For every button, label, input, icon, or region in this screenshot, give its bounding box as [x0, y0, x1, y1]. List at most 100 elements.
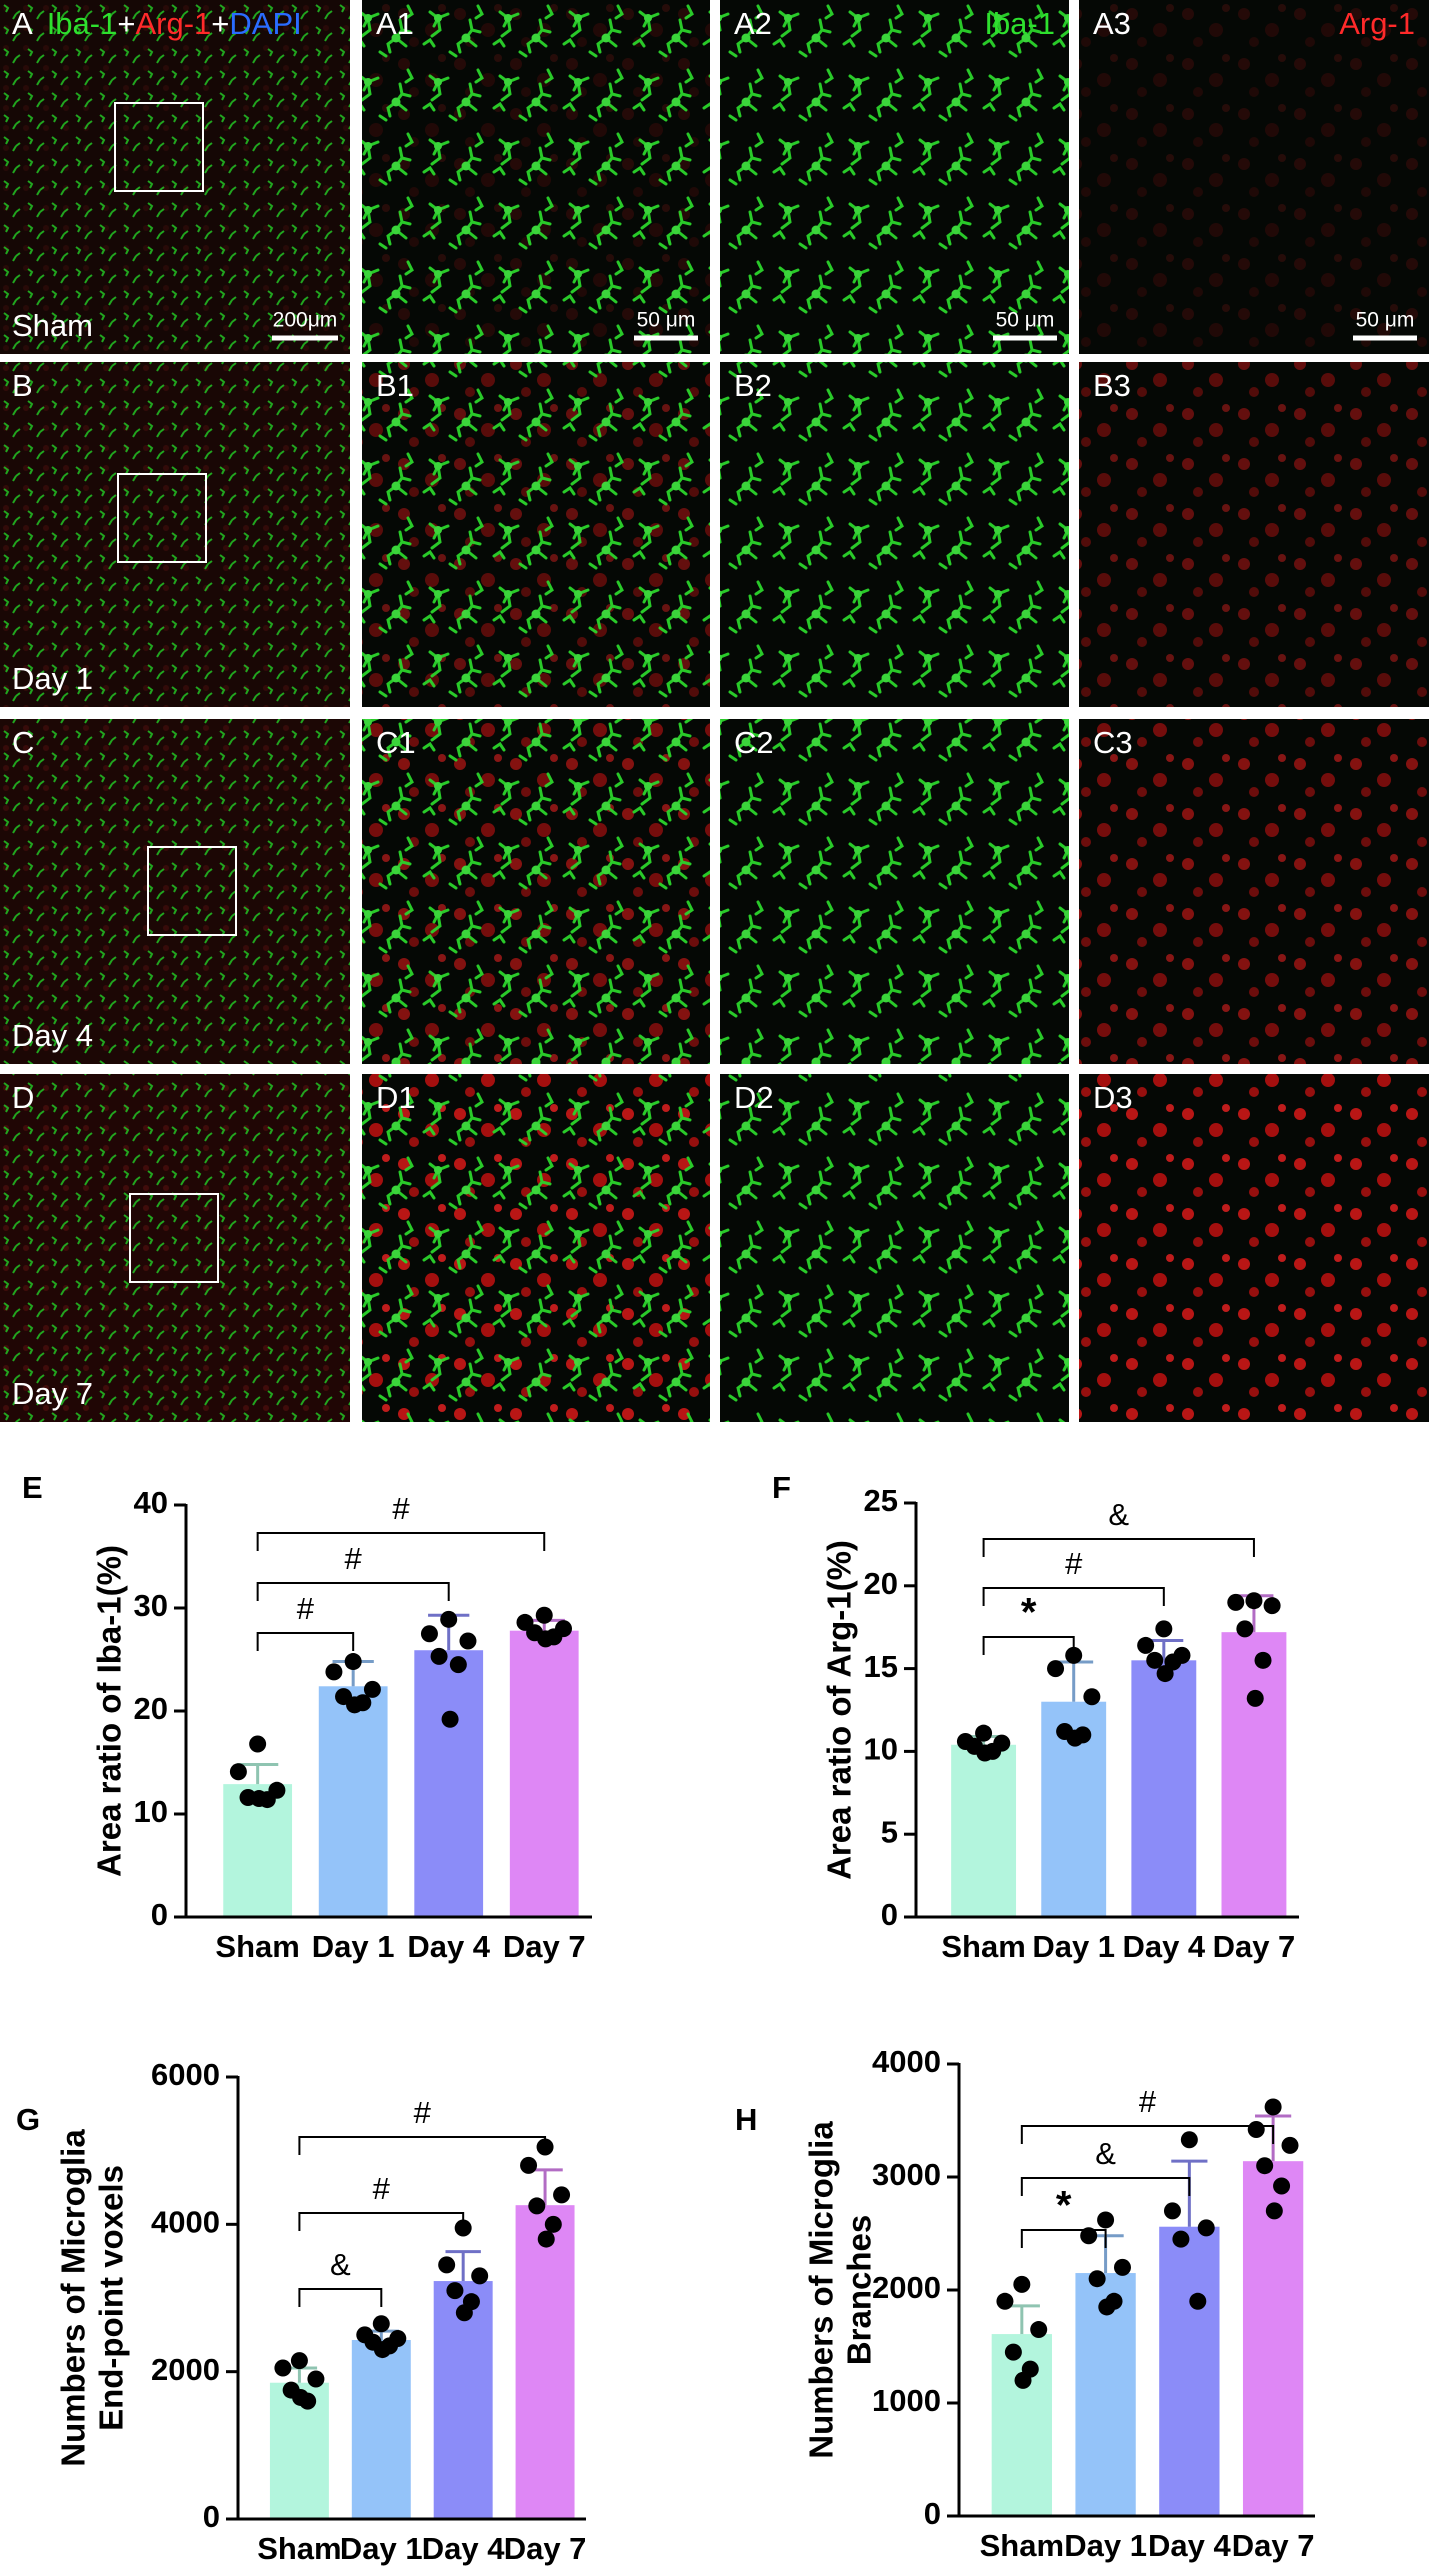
green-cells [0, 1074, 350, 1422]
scale-bar-label: 50 μm [1356, 309, 1415, 332]
panel-label: C2 [734, 725, 774, 760]
data-point [1080, 2227, 1098, 2245]
micrograph: B3 [1079, 362, 1429, 707]
panel-label: B1 [376, 368, 414, 403]
data-point [1066, 1729, 1084, 1747]
data-point [1004, 2343, 1022, 2361]
data-point [441, 1710, 459, 1728]
x-tick-label: Day 7 [504, 2531, 587, 2566]
significance-bracket [1020, 2125, 1275, 2144]
x-tick-label: Day 7 [1232, 2528, 1315, 2563]
y-tick-label: 4000 [872, 2044, 941, 2079]
green-cells [362, 719, 710, 1064]
significance-label: & [1095, 2136, 1116, 2171]
red-cells [1079, 1074, 1429, 1422]
bar [991, 2334, 1052, 2516]
micrograph: A1 50 μm [362, 0, 710, 354]
green-cells [0, 362, 350, 707]
x-tick-label: Sham [980, 2528, 1064, 2563]
panel-label: D3 [1093, 1080, 1133, 1115]
data-point [307, 2370, 325, 2388]
y-tick-label: 0 [881, 1897, 898, 1932]
significance-label: # [373, 2171, 391, 2206]
data-point [1146, 1651, 1164, 1669]
inset-box [129, 1193, 219, 1283]
green-cells [0, 0, 350, 354]
x-tick-label: Day 1 [340, 2531, 423, 2566]
y-axis-label: Branches [841, 2215, 878, 2365]
data-point [1180, 2131, 1198, 2149]
micrograph: B2 [720, 362, 1069, 707]
data-point [1264, 2098, 1282, 2116]
micrograph: A3 Arg-1 50 μm [1079, 0, 1429, 354]
significance-label: & [330, 2247, 351, 2282]
y-tick-label: 15 [864, 1649, 898, 1684]
red-cells [1079, 0, 1429, 354]
significance-label: # [297, 1591, 315, 1626]
significance-label: & [1108, 1497, 1129, 1532]
x-tick-label: Sham [941, 1929, 1025, 1964]
data-point [1013, 2275, 1031, 2293]
significance-bracket [1020, 2177, 1191, 2196]
panel-letter: E [22, 1470, 43, 1505]
panel-label: C1 [376, 725, 416, 760]
data-point [1172, 2230, 1190, 2248]
data-point [290, 2352, 308, 2370]
significance-bracket [298, 2212, 465, 2231]
significance-bracket [982, 1636, 1075, 1655]
bar-chart: E Area ratio of Iba-1(%) Sham Day 1 Day 4 Day… [22, 1470, 592, 1964]
bar [515, 2205, 575, 2519]
group-label: Day 7 [12, 1376, 93, 1411]
data-point [1227, 1593, 1245, 1611]
inset-box [147, 846, 237, 936]
channel-name: DAPI [229, 6, 301, 41]
micrograph: D Day 7 [0, 1074, 350, 1422]
data-point [440, 1610, 458, 1628]
panel-label: C [12, 725, 34, 760]
significance-label: * [1056, 2184, 1072, 2228]
y-tick-label: 2000 [872, 2270, 941, 2305]
data-point [344, 1653, 362, 1671]
micrograph: C Day 4 [0, 719, 350, 1064]
data-point [1246, 1689, 1264, 1707]
data-point [455, 2304, 473, 2322]
channel-name: + [117, 6, 135, 41]
channel-name: + [211, 6, 229, 41]
data-point [250, 1790, 268, 1808]
data-point [996, 2292, 1014, 2310]
data-point [1098, 2298, 1116, 2316]
x-tick-label: Day 4 [407, 1929, 490, 1964]
channel-name: Iba-1 [47, 6, 118, 41]
significance-bracket [982, 1538, 1255, 1557]
data-point [1189, 2292, 1207, 2310]
micrograph: A2 Iba-1 50 μm [720, 0, 1069, 354]
data-point [1088, 2270, 1106, 2288]
y-tick-label: 20 [864, 1566, 898, 1601]
inset-box [117, 473, 207, 563]
x-tick-label: Sham [215, 1929, 299, 1964]
green-cells [362, 0, 710, 354]
x-tick-label: Sham [257, 2531, 341, 2566]
significance-bracket [256, 1632, 355, 1651]
data-point [1236, 1620, 1254, 1638]
data-point [520, 2156, 538, 2174]
bar [1159, 2226, 1220, 2516]
significance-bracket [298, 2288, 383, 2307]
data-point [976, 1744, 994, 1762]
panel-label: D [12, 1080, 34, 1115]
panel-label: C3 [1093, 725, 1133, 760]
panel-letter: F [772, 1470, 791, 1505]
data-point [249, 1735, 267, 1753]
data-point [446, 2282, 464, 2300]
panel-label: B3 [1093, 368, 1131, 403]
data-point [1014, 2371, 1032, 2389]
data-point [1265, 2202, 1283, 2220]
inset-box [114, 102, 204, 192]
micrograph: D3 [1079, 1074, 1429, 1422]
data-point [325, 1663, 343, 1681]
green-cells [720, 1074, 1069, 1422]
y-tick-label: 25 [864, 1483, 898, 1518]
data-point [229, 1763, 247, 1781]
